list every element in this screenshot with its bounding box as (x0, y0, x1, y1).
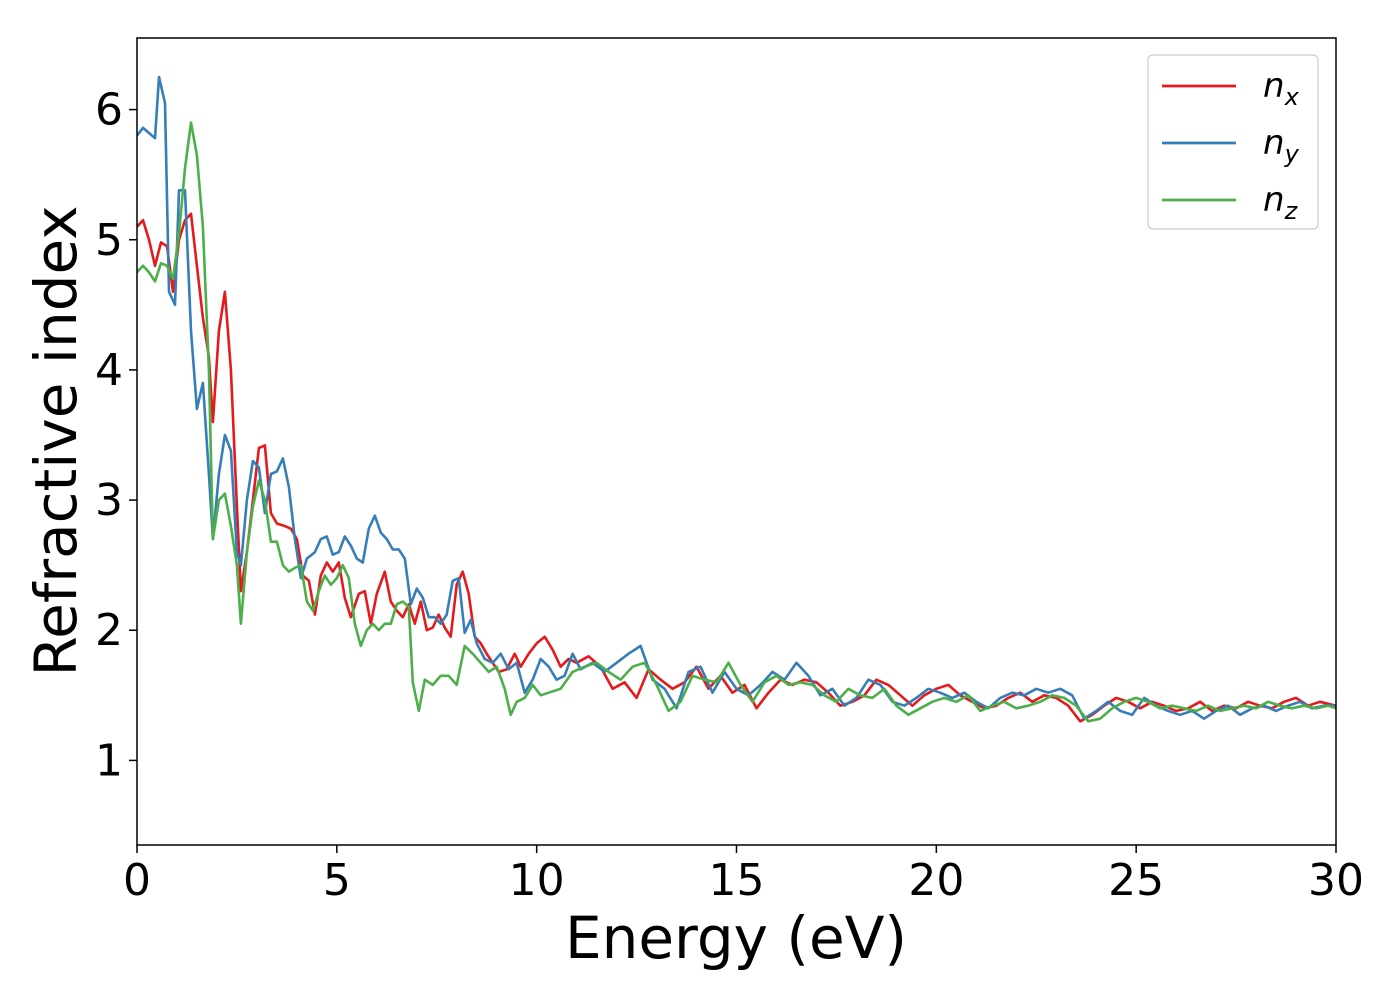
legend-label-z: nz (1263, 180, 1299, 225)
x-axis: 0 5 10 15 20 25 30 (123, 845, 1364, 906)
y-tick-label: 2 (95, 605, 123, 656)
y-tick-label: 1 (95, 735, 123, 786)
y-tick-label: 4 (95, 345, 123, 396)
y-tick-label: 6 (95, 85, 123, 136)
series-line-x (137, 212, 1336, 723)
series-line-z (137, 121, 1336, 723)
y-tick-label: 3 (95, 475, 123, 526)
x-tick-label: 25 (1108, 855, 1164, 906)
y-axis-label: Refractive index (22, 205, 90, 676)
legend: nx ny nz (1147, 54, 1319, 230)
x-tick-label: 5 (323, 855, 351, 906)
y-tick-label: 5 (95, 215, 123, 266)
legend-label-x: nx (1263, 66, 1300, 111)
series-layer (137, 75, 1336, 723)
x-axis-label: Energy (eV) (565, 904, 907, 972)
x-tick-label: 0 (123, 855, 151, 906)
y-axis: 1 2 3 4 5 6 (95, 85, 137, 786)
x-tick-label: 15 (709, 855, 765, 906)
x-tick-label: 10 (509, 855, 565, 906)
x-tick-label: 20 (908, 855, 964, 906)
x-tick-label: 30 (1308, 855, 1364, 906)
legend-label-y: ny (1263, 123, 1300, 168)
